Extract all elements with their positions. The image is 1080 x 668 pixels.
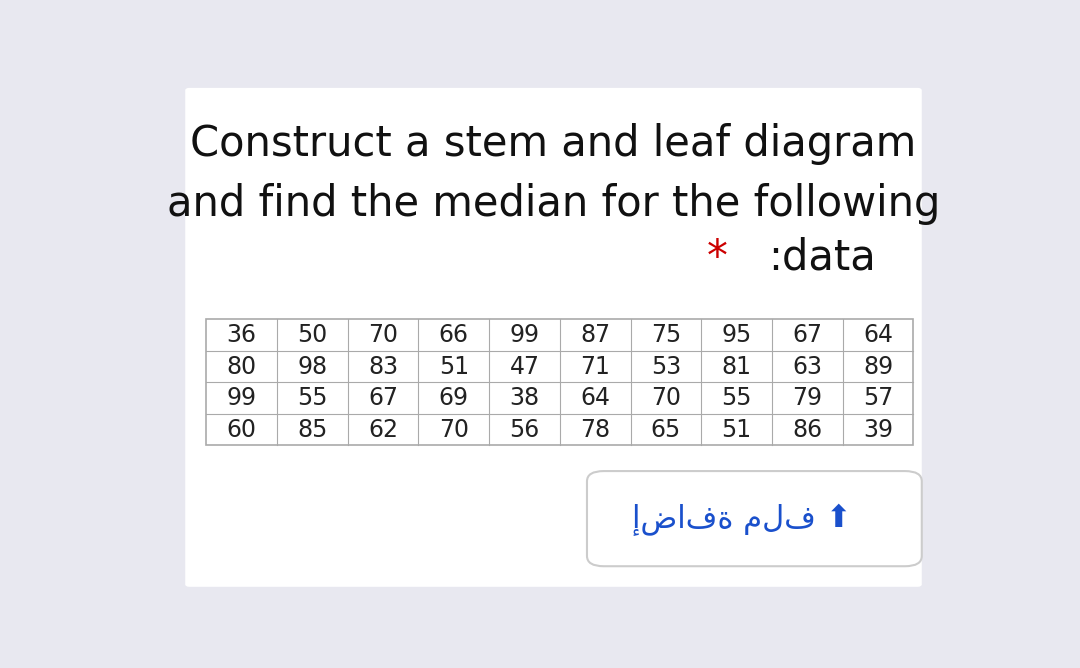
Text: 62: 62 [368,418,397,442]
Text: 36: 36 [227,323,257,347]
Text: 65: 65 [651,418,681,442]
Text: 47: 47 [510,355,539,379]
Text: 57: 57 [863,386,893,410]
Text: *: * [706,236,727,279]
Text: 79: 79 [793,386,822,410]
Text: 67: 67 [793,323,822,347]
FancyBboxPatch shape [186,88,922,587]
Text: 38: 38 [510,386,540,410]
Text: :data: :data [768,236,876,279]
Text: 99: 99 [510,323,539,347]
Text: Construct a stem and leaf diagram: Construct a stem and leaf diagram [190,124,917,166]
Text: 89: 89 [863,355,893,379]
Text: 95: 95 [721,323,752,347]
Text: 75: 75 [651,323,681,347]
Text: 80: 80 [227,355,257,379]
Text: 56: 56 [510,418,540,442]
Text: 60: 60 [227,418,257,442]
Text: 70: 70 [651,386,680,410]
Text: إضافة ملف: إضافة ملف [632,502,816,534]
Text: 55: 55 [721,386,752,410]
Text: 78: 78 [580,418,610,442]
Text: 86: 86 [793,418,822,442]
Text: 70: 70 [438,418,469,442]
Text: 51: 51 [721,418,752,442]
Text: 69: 69 [438,386,469,410]
Text: 67: 67 [368,386,397,410]
Text: 87: 87 [580,323,610,347]
FancyBboxPatch shape [588,471,922,566]
Text: ⬆: ⬆ [826,504,851,533]
Text: 66: 66 [438,323,469,347]
Text: and find the median for the following: and find the median for the following [166,182,941,224]
Text: 64: 64 [863,323,893,347]
Text: 71: 71 [580,355,610,379]
Text: 50: 50 [297,323,327,347]
Text: 63: 63 [793,355,822,379]
Text: 85: 85 [297,418,327,442]
Text: 64: 64 [580,386,610,410]
Bar [206,319,914,446]
Text: 51: 51 [438,355,469,379]
Text: 81: 81 [721,355,752,379]
Text: 99: 99 [227,386,257,410]
Text: 55: 55 [297,386,327,410]
Text: 39: 39 [863,418,893,442]
Text: 70: 70 [368,323,397,347]
Text: 83: 83 [368,355,399,379]
Text: 98: 98 [297,355,327,379]
Text: 53: 53 [651,355,681,379]
